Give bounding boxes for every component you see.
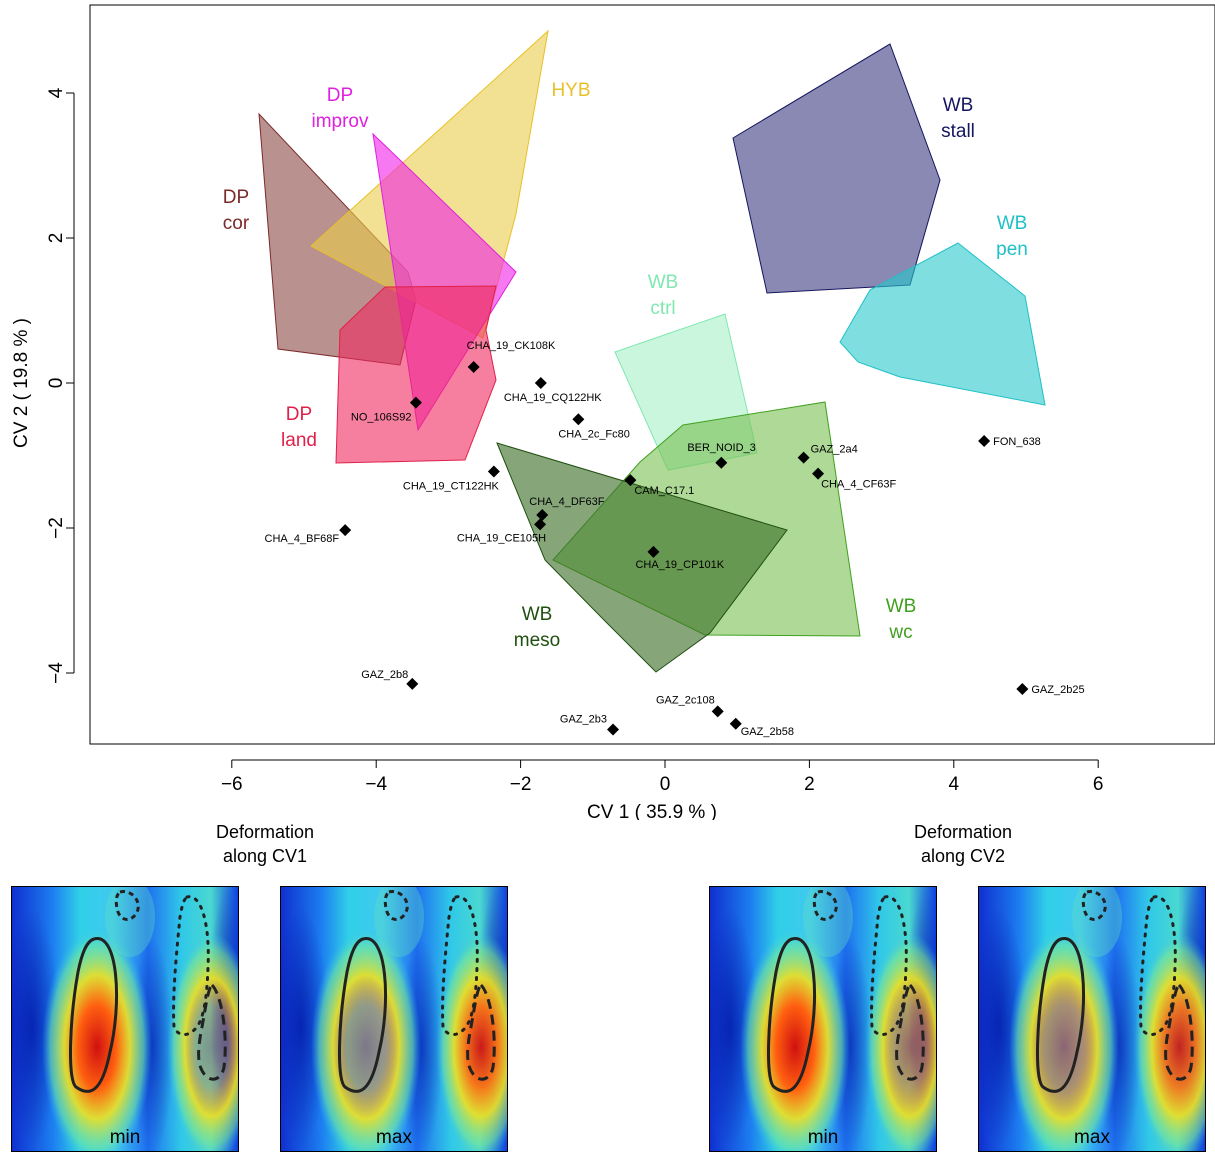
group-label-dp-cor-0: DP [223,187,249,208]
heatmap-cv1-min-image [12,887,238,1151]
caption-cv1-min: min [109,1127,141,1148]
group-label-wb-meso-1: meso [514,630,560,651]
point-label-cha_19_ct122hk: CHA_19_CT122HK [403,480,500,492]
group-label-dp-land-0: DP [286,404,312,425]
point-label-gaz_2b25: GAZ_2b25 [1031,684,1084,696]
x-tick-label: −2 [510,774,532,795]
cv-scatter-plot: DP cor DP improv HYB DP land WB stall WB pen WB ctrl… [11,4,1215,820]
point-cha_4_df63f [536,508,549,521]
group-label-wb-meso-0: WB [522,604,553,625]
deformation-cv2-title-line1: Deformation [913,822,1013,842]
x-tick-label: 0 [660,774,671,795]
group-label-wb-wc-0: WB [886,596,917,617]
plot-frame [89,4,1215,745]
y-tick-label: −4 [46,662,67,684]
deformation-cv1-title: Deformation along CV1 [150,820,380,868]
y-tick-label: −2 [46,517,67,539]
point-label-cha_19_cq122hk: CHA_19_CQ122HK [504,392,602,404]
deformation-cv1-title-line2: along CV1 [222,846,308,866]
point-label-gaz_2b3: GAZ_2b3 [560,714,607,726]
y-tick-label: 0 [46,378,67,389]
point-cam_c17.1 [624,474,637,487]
point-cha_19_cq122hk [534,377,547,389]
point-fon_638 [978,435,991,447]
point-ber_noid_3 [715,456,728,469]
hull-wb-stall [732,43,941,294]
group-label-wb-pen-0: WB [997,213,1028,234]
heatmap-cv1-max-image [281,887,507,1151]
point-label-gaz_2c108: GAZ_2c108 [656,694,715,706]
hull-wb-meso [496,442,788,673]
point-no_106s92 [409,396,422,409]
y-tick-label: 4 [46,87,67,98]
point-label-gaz_2a4: GAZ_2a4 [811,444,858,456]
point-gaz_2b3 [607,723,620,736]
point-cha_4_cf63f [812,467,825,480]
group-label-dp-land-1: land [281,430,317,451]
point-label-cha_19_ck108k: CHA_19_CK108K [467,340,556,352]
group-label-dp-cor-1: cor [223,213,250,234]
point-label-cha_19_ce105h: CHA_19_CE105H [457,532,546,544]
group-label-dp-improv-0: DP [327,85,353,106]
group-hulls [258,29,1046,673]
heatmap-cv2-max-image [979,887,1205,1151]
point-label-ber_noid_3: BER_NOID_3 [687,442,755,454]
group-label-wb-ctrl-1: ctrl [650,298,675,319]
caption-cv2-max: max [1074,1127,1110,1148]
hull-wb-pen [839,242,1046,406]
point-label-cha_19_cp101k: CHA_19_CP101K [635,559,724,571]
y-tick-label: 2 [46,233,67,244]
group-label-dp-improv-1: improv [311,111,369,132]
group-label-hyb-0: HYB [551,80,590,101]
heatmap-cv1-max [280,886,508,1152]
y-axis: −4 −2 0 2 4 [46,87,75,684]
point-label-cha_2c_fc80: CHA_2c_Fc80 [558,428,630,440]
heatmap-cv2-min-image [710,887,936,1151]
group-label-wb-stall-1: stall [941,121,975,142]
x-tick-label: −4 [365,774,387,795]
group-labels: DP cor DP improv HYB DP land WB stall WB pen WB ctrl… [223,80,1028,651]
group-label-wb-pen-1: pen [996,239,1028,260]
deformation-cv2-title-line2: along CV2 [920,846,1006,866]
group-label-wb-stall-0: WB [943,95,974,116]
y-axis-label: CV 2 ( 19.8 % ) [11,318,32,448]
point-label-gaz_2b8: GAZ_2b8 [361,669,408,681]
point-label-gaz_2b58: GAZ_2b58 [741,726,794,738]
point-label-cam_c17.1: CAM_C17.1 [634,485,694,497]
deformation-cv2-title: Deformation along CV2 [848,820,1078,868]
point-cha_19_ce105h [534,518,547,531]
heatmap-cv2-min [709,886,937,1152]
point-gaz_2b25 [1016,682,1029,695]
point-cha_19_ck108k [467,361,480,374]
heatmap-cv2-max [978,886,1206,1152]
point-gaz_2a4 [797,451,810,464]
x-axis: −6 −4 −2 0 2 4 6 [221,759,1104,795]
caption-cv1-max: max [376,1127,412,1148]
x-axis-label: CV 1 ( 35.9 % ) [587,802,717,820]
group-label-wb-wc-1: wc [888,622,912,643]
deformation-cv1-title-line1: Deformation [215,822,315,842]
x-tick-label: 6 [1093,774,1104,795]
point-label-cha_4_cf63f: CHA_4_CF63F [821,479,896,491]
point-label-cha_4_bf68f: CHA_4_BF68F [265,533,340,545]
point-cha_19_ct122hk [487,465,500,478]
x-tick-label: −6 [221,774,243,795]
point-cha_2c_fc80 [572,413,585,426]
point-gaz_2b58 [729,717,742,730]
x-tick-label: 2 [804,774,815,795]
point-label-cha_4_df63f: CHA_4_DF63F [529,496,604,508]
hull-dp-land [335,285,497,464]
caption-cv2-min: min [807,1127,839,1148]
group-label-wb-ctrl-0: WB [648,272,679,293]
point-label-no_106s92: NO_106S92 [351,412,412,424]
x-tick-label: 4 [949,774,960,795]
point-cha_4_bf68f [339,524,352,537]
point-gaz_2c108 [711,705,724,718]
point-cha_19_cp101k [647,545,660,558]
point-label-fon_638: FON_638 [993,436,1041,448]
heatmap-cv1-min [11,886,239,1152]
specimen-points: CHA_19_CK108K CHA_19_CQ122HK NO_106S92 CHA_… [265,340,1085,738]
point-gaz_2b8 [406,677,419,690]
